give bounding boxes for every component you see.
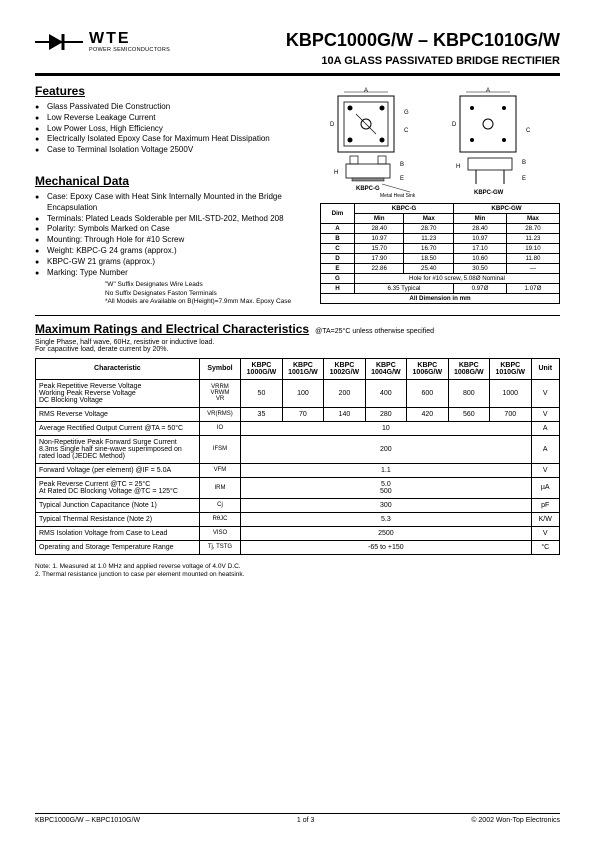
mechanical-notes: "W" Suffix Designates Wire LeadsNo Suffi… [105, 281, 310, 306]
footer-left: KBPC1000G/W – KBPC1010G/W [35, 817, 140, 824]
ratings-heading: Maximum Ratings and Electrical Character… [35, 322, 309, 336]
svg-text:KBPC-G: KBPC-G [356, 186, 380, 192]
svg-text:B: B [400, 162, 404, 168]
title-block: KBPC1000G/W – KBPC1010G/W 10A GLASS PASS… [286, 30, 560, 67]
characteristics-table: CharacteristicSymbolKBPC1000G/WKBPC1001G… [35, 358, 560, 555]
mechanical-list: Case: Epoxy Case with Heat Sink Internal… [35, 192, 310, 278]
mechanical-item: Case: Epoxy Case with Heat Sink Internal… [35, 192, 310, 214]
divider [35, 73, 560, 76]
svg-text:C: C [404, 128, 409, 134]
features-col: Features Glass Passivated Die Constructi… [35, 84, 310, 307]
features-row: Features Glass Passivated Die Constructi… [35, 84, 560, 307]
feature-item: Low Reverse Leakage Current [35, 113, 310, 124]
svg-text:C: C [526, 128, 531, 134]
mechanical-item: KBPC-GW 21 grams (approx.) [35, 257, 310, 268]
svg-text:E: E [400, 176, 404, 182]
page-footer: KBPC1000G/W – KBPC1010G/W 1 of 3 © 2002 … [35, 813, 560, 824]
ratings-heading-row: Maximum Ratings and Electrical Character… [35, 322, 560, 336]
features-heading: Features [35, 84, 310, 98]
svg-text:D: D [330, 122, 335, 128]
svg-text:KBPC-GW: KBPC-GW [474, 190, 504, 196]
features-list: Glass Passivated Die ConstructionLow Rev… [35, 102, 310, 156]
svg-text:H: H [456, 164, 460, 170]
diagram-col: A G C D H B E Metal Heat Sink KBPC-G [320, 84, 560, 307]
feature-item: Electrically Isolated Epoxy Case for Max… [35, 134, 310, 145]
svg-text:D: D [452, 122, 457, 128]
page-header: WTE POWER SEMICONDUCTORS KBPC1000G/W – K… [35, 30, 560, 67]
logo-text-block: WTE POWER SEMICONDUCTORS [89, 31, 170, 53]
dimension-table: DimKBPC-GKBPC-GWMinMaxMinMaxA28.4028.702… [320, 203, 560, 304]
svg-text:G: G [404, 110, 409, 116]
mechanical-item: Mounting: Through Hole for #10 Screw [35, 235, 310, 246]
sub-title: 10A GLASS PASSIVATED BRIDGE RECTIFIER [286, 55, 560, 67]
svg-text:A: A [486, 88, 490, 94]
logo: WTE POWER SEMICONDUCTORS [35, 30, 170, 54]
svg-text:E: E [522, 176, 526, 182]
package-diagram: A G C D H B E Metal Heat Sink KBPC-G [320, 84, 560, 199]
mechanical-item: Terminals: Plated Leads Solderable per M… [35, 214, 310, 225]
diode-logo-icon [35, 30, 83, 54]
mechanical-item: Weight: KBPC-G 24 grams (approx.) [35, 246, 310, 257]
mechanical-heading: Mechanical Data [35, 174, 310, 188]
mechanical-item: Polarity: Symbols Marked on Case [35, 224, 310, 235]
footer-center: 1 of 3 [297, 817, 315, 824]
svg-text:A: A [364, 88, 368, 94]
ratings-subnote: Single Phase, half wave, 60Hz, resistive… [35, 339, 560, 353]
brand-name: WTE [89, 31, 170, 47]
feature-item: Glass Passivated Die Construction [35, 102, 310, 113]
svg-text:B: B [522, 160, 526, 166]
feature-item: Low Power Loss, High Efficiency [35, 124, 310, 135]
brand-sub: POWER SEMICONDUCTORS [89, 47, 170, 53]
svg-text:H: H [334, 170, 338, 176]
footer-right: © 2002 Won-Top Electronics [471, 817, 560, 824]
bottom-notes: Note: 1. Measured at 1.0 MHz and applied… [35, 563, 560, 580]
feature-item: Case to Terminal Isolation Voltage 2500V [35, 145, 310, 156]
divider [35, 315, 560, 316]
svg-text:Metal Heat Sink: Metal Heat Sink [380, 193, 416, 199]
ratings-cond: @TA=25°C unless otherwise specified [315, 328, 434, 335]
main-title: KBPC1000G/W – KBPC1010G/W [286, 30, 560, 51]
mechanical-item: Marking: Type Number [35, 268, 310, 279]
